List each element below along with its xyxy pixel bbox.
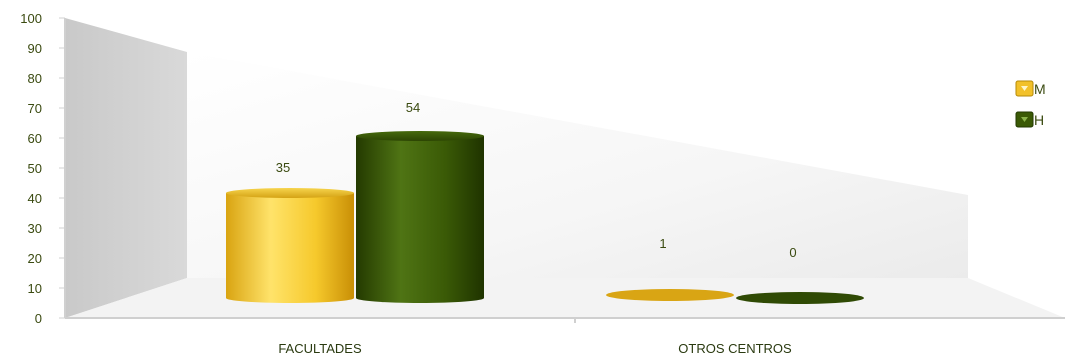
bar-disc <box>606 289 734 301</box>
y-axis: 0 10 20 30 40 50 60 70 80 90 100 <box>20 11 65 326</box>
legend: MH <box>1015 80 1046 128</box>
chart-walls <box>64 18 1065 323</box>
y-tick-label: 30 <box>28 221 42 236</box>
y-tick-label: 50 <box>28 161 42 176</box>
y-tick-label: 40 <box>28 191 42 206</box>
y-tick-label: 100 <box>20 11 42 26</box>
left-wall <box>65 18 187 318</box>
data-labels-group: 35 54 1 0 <box>276 100 797 260</box>
legend-label: M <box>1034 81 1046 97</box>
y-tick-label: 0 <box>35 311 42 326</box>
bar-M-otros-centros <box>606 289 734 301</box>
bar-top <box>356 131 484 141</box>
data-label: 35 <box>276 160 290 175</box>
bar-H-otros-centros <box>736 292 864 304</box>
legend-swatch-glyph <box>1021 86 1028 91</box>
x-axis: FACULTADES OTROS CENTROS <box>278 341 792 356</box>
bar-disc <box>736 292 864 304</box>
y-tick-label: 20 <box>28 251 42 266</box>
bar-body <box>356 136 484 303</box>
floor <box>65 278 1065 318</box>
y-tick-label: 10 <box>28 281 42 296</box>
data-label: 54 <box>406 100 420 115</box>
y-tick-label: 80 <box>28 71 42 86</box>
y-tick-label: 60 <box>28 131 42 146</box>
x-category-label: FACULTADES <box>278 341 362 356</box>
legend-swatch-glyph <box>1021 117 1028 122</box>
data-label: 1 <box>659 236 666 251</box>
data-label: 0 <box>789 245 796 260</box>
bar-top <box>226 188 354 198</box>
legend-label: H <box>1034 112 1044 128</box>
bar-M-facultades <box>226 188 354 303</box>
bar-body <box>226 193 354 303</box>
bars-group <box>226 131 864 304</box>
legend-item-H: H <box>1015 111 1044 128</box>
y-tick-label: 90 <box>28 41 42 56</box>
legend-item-M: M <box>1015 80 1046 97</box>
x-category-label: OTROS CENTROS <box>678 341 792 356</box>
bar-H-facultades <box>356 131 484 303</box>
y-tick-label: 70 <box>28 101 42 116</box>
